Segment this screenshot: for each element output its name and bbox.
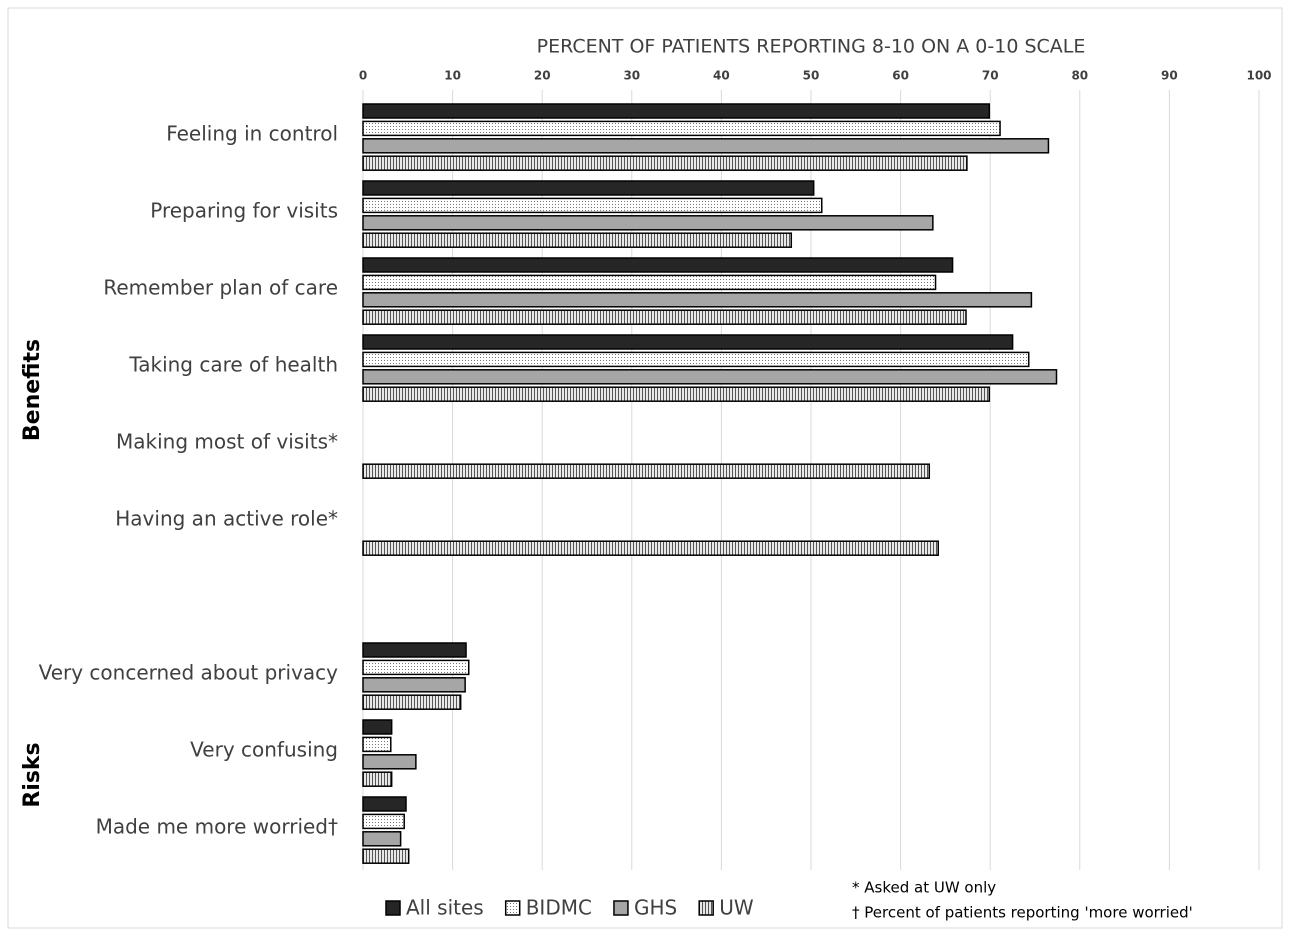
x-tick-label: 0 (359, 69, 367, 83)
group-label: Risks (20, 742, 45, 807)
bar (362, 848, 410, 864)
category-label: Feeling in control (166, 122, 338, 146)
bar (362, 155, 968, 171)
x-axis-title: PERCENT OF PATIENTS REPORTING 8-10 ON A … (537, 36, 1086, 58)
category-label: Made me more worried† (96, 815, 338, 839)
bar (362, 103, 991, 119)
bar (362, 215, 934, 231)
legend-label: BIDMC (526, 896, 592, 920)
x-tick-label: 50 (803, 69, 820, 83)
bar (362, 232, 793, 248)
legend-label: GHS (634, 896, 677, 920)
x-tick-label: 20 (534, 69, 551, 83)
x-tick-label: 70 (982, 69, 999, 83)
bar (362, 274, 937, 291)
bar (362, 659, 470, 676)
bar (362, 309, 967, 325)
bar (362, 754, 417, 770)
bar (362, 463, 931, 479)
bar (362, 771, 393, 787)
bar (362, 257, 954, 273)
legend-swatch (698, 900, 714, 916)
footnote: † Percent of patients reporting 'more wo… (852, 904, 1193, 922)
category-label: Very confusing (190, 738, 338, 762)
bar (362, 369, 1058, 385)
footnote: * Asked at UW only (852, 879, 996, 897)
bar (362, 386, 991, 402)
bar (362, 292, 1033, 308)
legend-swatch (385, 900, 401, 916)
category-label: Preparing for visits (150, 199, 338, 223)
bar (362, 796, 407, 812)
legend-label: UW (719, 896, 754, 920)
category-label: Having an active role* (115, 507, 338, 531)
category-label: Remember plan of care (103, 276, 338, 300)
x-tick-label: 40 (713, 69, 730, 83)
bar (362, 677, 466, 693)
bar (362, 351, 1030, 368)
bar (362, 813, 405, 830)
legend-swatch (504, 900, 521, 916)
x-tick-label: 90 (1161, 69, 1178, 83)
bar (362, 197, 823, 214)
bar (362, 180, 815, 196)
bar (362, 694, 462, 710)
x-tick-label: 60 (892, 69, 909, 83)
x-tick-label: 30 (623, 69, 640, 83)
x-tick-label: 80 (1071, 69, 1088, 83)
chart-frame (7, 7, 1283, 929)
bar (362, 831, 402, 847)
bar (362, 719, 393, 735)
bar (362, 120, 1001, 137)
x-tick-label: 10 (444, 69, 461, 83)
category-label: Making most of visits* (116, 430, 338, 454)
bar (362, 642, 467, 658)
bar (362, 138, 1050, 154)
bar (362, 334, 1014, 350)
bar (362, 540, 939, 556)
group-label: Benefits (20, 339, 45, 441)
legend-swatch (613, 900, 629, 916)
category-label: Very concerned about privacy (39, 661, 339, 685)
category-label: Taking care of health (128, 353, 338, 377)
bar (362, 736, 392, 753)
legend-label: All sites (406, 896, 484, 920)
x-tick-label: 100 (1246, 69, 1271, 83)
